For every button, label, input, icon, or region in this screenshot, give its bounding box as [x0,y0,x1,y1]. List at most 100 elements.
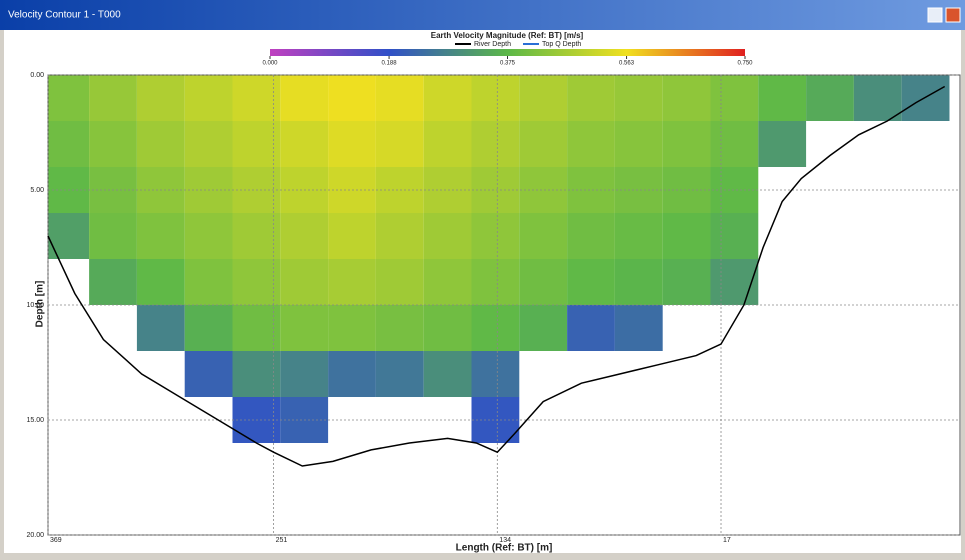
velocity-cell [567,121,615,167]
title-bar [0,0,965,30]
velocity-cell [185,213,233,259]
velocity-cell [233,305,281,351]
velocity-cell [233,213,281,259]
velocity-cell [663,75,711,121]
velocity-cell [89,75,137,121]
colorbar [270,49,745,56]
velocity-cell [137,75,185,121]
velocity-cell [328,305,376,351]
x-tick-label: 17 [723,537,731,544]
velocity-cell [233,121,281,167]
velocity-cell [185,351,233,397]
x-tick-label: 369 [50,537,62,544]
x-tick-label: 134 [499,537,511,544]
velocity-cell [376,213,424,259]
colorbar-label: 0.375 [500,61,516,67]
velocity-cell [615,121,663,167]
velocity-cell [567,305,615,351]
velocity-cell [280,75,328,121]
velocity-cell [519,121,567,167]
y-tick-label: 0.00 [30,72,44,79]
velocity-cell [328,213,376,259]
velocity-cell [185,121,233,167]
velocity-cell [519,167,567,213]
colorbar-label: 0.188 [382,61,398,67]
y-tick-label: 5.00 [30,187,44,194]
velocity-cell [328,259,376,305]
velocity-cell [89,213,137,259]
velocity-cell [280,213,328,259]
velocity-cell [471,75,519,121]
velocity-cell [663,213,711,259]
velocity-cell [567,75,615,121]
velocity-cell [519,259,567,305]
window-title: Velocity Contour 1 - T000 [8,10,121,21]
velocity-cell [710,121,758,167]
legend-label: River Depth [474,41,511,48]
velocity-cell [806,75,854,121]
velocity-cell [710,75,758,121]
y-tick-label: 10.00 [26,302,44,309]
velocity-cell [137,259,185,305]
velocity-cell [185,259,233,305]
velocity-cell [185,305,233,351]
velocity-cell [233,259,281,305]
velocity-cell [519,305,567,351]
velocity-cell [424,213,472,259]
velocity-cell [137,213,185,259]
velocity-cell [615,167,663,213]
y-tick-label: 20.00 [26,532,44,539]
velocity-cell [376,75,424,121]
velocity-cell [137,121,185,167]
velocity-cell [854,75,902,121]
velocity-cell [376,351,424,397]
velocity-cell [615,75,663,121]
velocity-cell [89,259,137,305]
velocity-cell [758,75,806,121]
velocity-cell [567,167,615,213]
velocity-cell [710,213,758,259]
velocity-cell [328,351,376,397]
velocity-cell [424,259,472,305]
velocity-cell [471,351,519,397]
x-tick-label: 251 [276,537,288,544]
velocity-cell [376,305,424,351]
velocity-cell [663,259,711,305]
velocity-cell [280,351,328,397]
maximize-button[interactable] [928,8,942,22]
velocity-cell [48,213,89,259]
velocity-cell [424,121,472,167]
chart-title: Earth Velocity Magnitude (Ref: BT) [m/s] [431,31,584,40]
velocity-cell [567,213,615,259]
velocity-cell [48,75,89,121]
velocity-cell [471,213,519,259]
velocity-cell [471,305,519,351]
velocity-cell [137,305,185,351]
velocity-cell [424,305,472,351]
velocity-cell [233,75,281,121]
y-tick-label: 15.00 [26,417,44,424]
colorbar-label: 0.563 [619,61,635,67]
x-axis-label: Length (Ref: BT) [m] [456,543,553,554]
legend-label: Top Q Depth [542,41,581,48]
velocity-cell [424,351,472,397]
close-button[interactable] [946,8,960,22]
velocity-cell [758,121,806,167]
velocity-cell [280,121,328,167]
velocity-cell [280,259,328,305]
velocity-cell [376,121,424,167]
velocity-cell [185,75,233,121]
velocity-cell [471,259,519,305]
velocity-cell [89,121,137,167]
velocity-cell [615,213,663,259]
velocity-cell [615,305,663,351]
velocity-cell [471,121,519,167]
velocity-cell [233,351,281,397]
velocity-cell [519,75,567,121]
velocity-cell [376,259,424,305]
velocity-cell [424,75,472,121]
velocity-cell [328,75,376,121]
colorbar-label: 0.000 [262,61,278,67]
velocity-cell [567,259,615,305]
velocity-cell [519,213,567,259]
